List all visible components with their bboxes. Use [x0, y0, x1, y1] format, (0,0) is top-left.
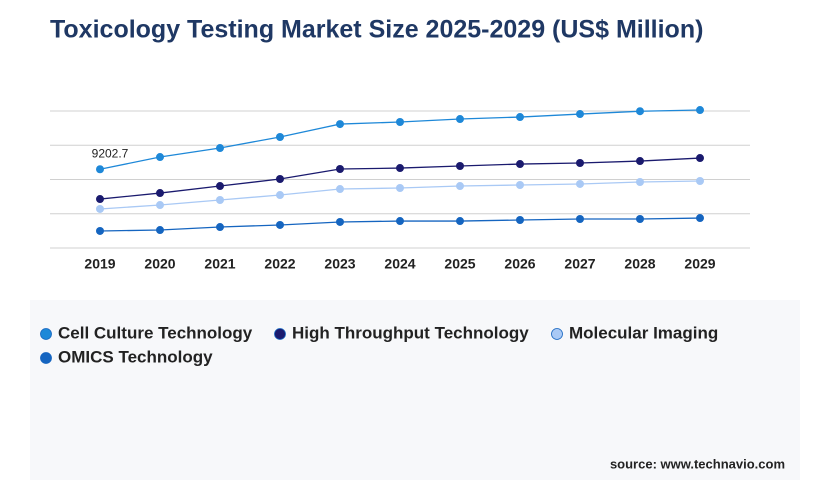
x-tick-label: 2020	[144, 256, 175, 272]
legend-marker	[40, 328, 52, 340]
data-point	[696, 106, 704, 115]
data-point	[456, 182, 464, 191]
x-tick-label: 2021	[204, 256, 235, 272]
data-point	[696, 154, 704, 163]
data-point	[516, 181, 524, 190]
x-tick-label: 2025	[444, 256, 475, 272]
data-point	[276, 220, 284, 229]
legend-marker	[40, 352, 52, 364]
data-point	[456, 162, 464, 171]
data-point	[336, 185, 344, 194]
data-point	[276, 191, 284, 200]
data-point	[396, 217, 404, 226]
data-point	[96, 226, 104, 235]
data-point	[216, 223, 224, 232]
legend-label: Cell Culture Technology	[58, 323, 253, 342]
data-point	[576, 214, 584, 223]
legend-label: High Throughput Technology	[292, 323, 529, 342]
data-point	[576, 179, 584, 188]
data-point	[156, 153, 164, 162]
data-point	[636, 214, 644, 223]
data-point	[576, 110, 584, 119]
data-point	[396, 184, 404, 193]
data-point	[636, 178, 644, 187]
data-point	[96, 204, 104, 213]
data-point	[516, 113, 524, 122]
x-tick-label: 2024	[384, 256, 415, 272]
x-tick-label: 2019	[84, 256, 115, 272]
data-point	[156, 189, 164, 198]
data-point	[396, 164, 404, 173]
legend-marker	[551, 328, 563, 340]
data-point	[456, 217, 464, 226]
data-point	[456, 115, 464, 124]
x-tick-label: 2027	[564, 256, 595, 272]
data-point	[216, 144, 224, 153]
data-point	[336, 120, 344, 129]
data-label: 9202.7	[92, 146, 129, 160]
legend-label: OMICS Technology	[58, 347, 213, 366]
x-tick-label: 2028	[624, 256, 655, 272]
data-point	[336, 217, 344, 226]
data-point	[336, 165, 344, 174]
x-tick-label: 2022	[264, 256, 295, 272]
data-point	[276, 175, 284, 184]
data-point	[576, 159, 584, 168]
legend-panel	[30, 300, 800, 480]
data-point	[216, 195, 224, 204]
data-point	[216, 182, 224, 191]
x-tick-label: 2029	[684, 256, 715, 272]
data-point	[636, 107, 644, 116]
x-tick-label: 2026	[504, 256, 535, 272]
chart-title: Toxicology Testing Market Size 2025-2029…	[50, 16, 703, 44]
data-point	[516, 160, 524, 169]
data-point	[96, 195, 104, 204]
data-point	[156, 201, 164, 210]
data-point	[636, 157, 644, 166]
source-note: source: www.technavio.com	[610, 456, 785, 471]
legend-label: Molecular Imaging	[569, 323, 718, 342]
data-point	[396, 118, 404, 127]
data-point	[696, 176, 704, 185]
data-point	[276, 132, 284, 141]
legend-marker	[274, 328, 286, 340]
data-point	[516, 216, 524, 225]
x-tick-label: 2023	[324, 256, 355, 272]
data-point	[96, 165, 104, 174]
data-point	[696, 214, 704, 223]
data-point	[156, 226, 164, 235]
